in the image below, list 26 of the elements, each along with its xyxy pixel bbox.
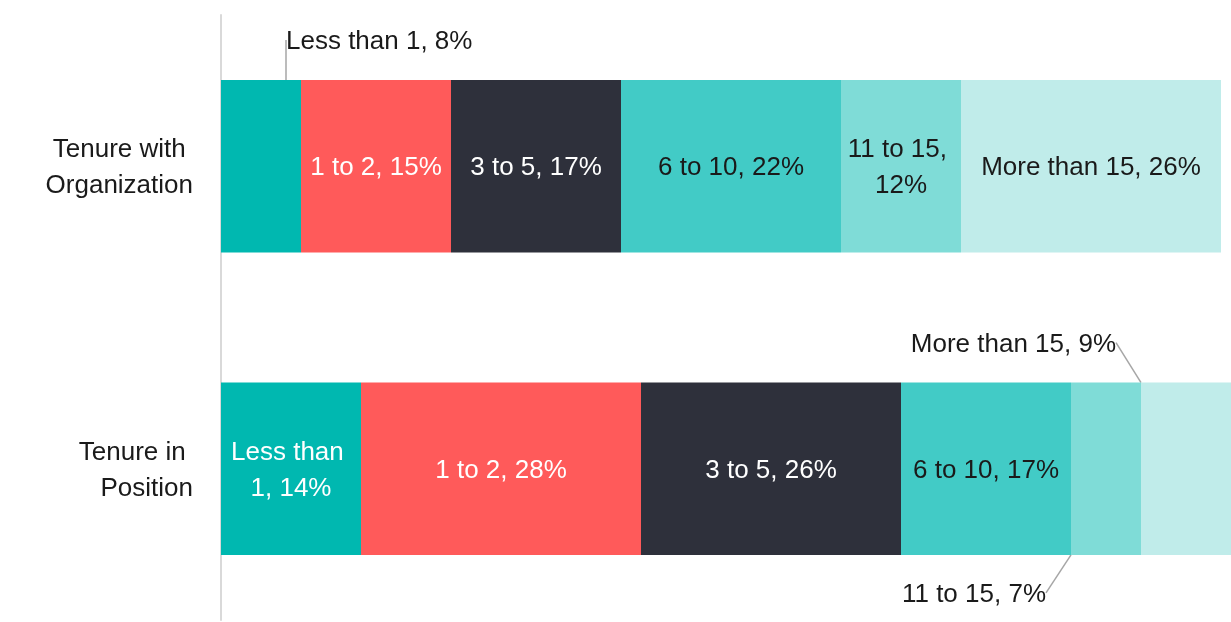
data-label: 6 to 10, 22% (658, 151, 804, 182)
data-label: 1 to 2, 28% (435, 453, 567, 484)
data-label: 1 to 2, 15% (310, 151, 442, 182)
data-label: 3 to 5, 17% (470, 151, 602, 182)
bar (961, 80, 1221, 253)
data-label: 6 to 10, 17% (913, 453, 1059, 484)
data-label: Less than 1, 8% (285, 25, 473, 56)
data-label: 11 to 15, 7% (901, 577, 1047, 608)
bar (1141, 382, 1231, 555)
bar (361, 382, 641, 555)
bar (1071, 382, 1141, 555)
y-tick-label: Tenure in Position (78, 435, 193, 502)
bar (641, 382, 901, 555)
bar (221, 382, 361, 555)
data-label: 3 to 5, 26% (705, 453, 837, 484)
data-label: More than 15, 26% (981, 151, 1201, 182)
bar (221, 80, 301, 253)
data-label: Less than 1, 14% (231, 435, 351, 502)
bar (841, 80, 961, 253)
data-label: More than 15, 9% (910, 327, 1116, 358)
bar (301, 80, 451, 253)
y-tick-label: Tenure with Organization (45, 133, 193, 200)
bar (451, 80, 621, 253)
data-label: 11 to 15, 12% (847, 133, 955, 200)
bar (621, 80, 841, 253)
bar (901, 382, 1071, 555)
